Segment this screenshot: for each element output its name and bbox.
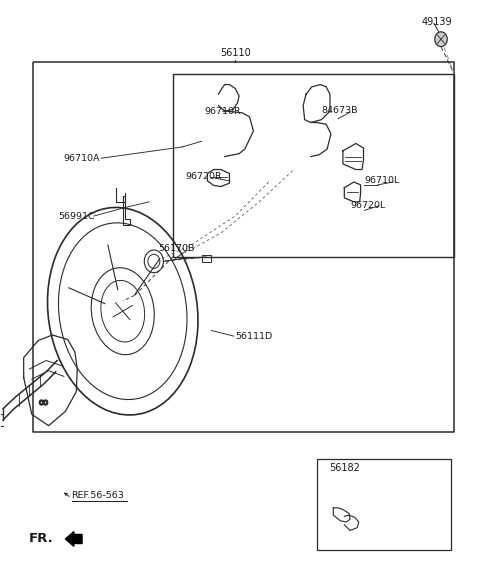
FancyArrow shape	[65, 532, 82, 546]
Text: 96720L: 96720L	[350, 201, 385, 210]
Text: REF.56-563: REF.56-563	[72, 491, 124, 500]
Text: 96710R: 96710R	[204, 107, 241, 116]
Text: 96710L: 96710L	[364, 177, 400, 185]
Circle shape	[435, 32, 447, 47]
Text: FR.: FR.	[28, 532, 53, 545]
Text: 96720R: 96720R	[185, 172, 222, 181]
Text: 56111D: 56111D	[235, 332, 273, 341]
Text: 96710A: 96710A	[63, 154, 99, 162]
Text: 49139: 49139	[422, 17, 453, 27]
Text: 56110: 56110	[220, 48, 251, 59]
Text: 56182: 56182	[329, 462, 360, 473]
Text: 56170B: 56170B	[158, 244, 195, 253]
Text: 84673B: 84673B	[322, 106, 358, 115]
Text: 56991C: 56991C	[58, 211, 95, 220]
